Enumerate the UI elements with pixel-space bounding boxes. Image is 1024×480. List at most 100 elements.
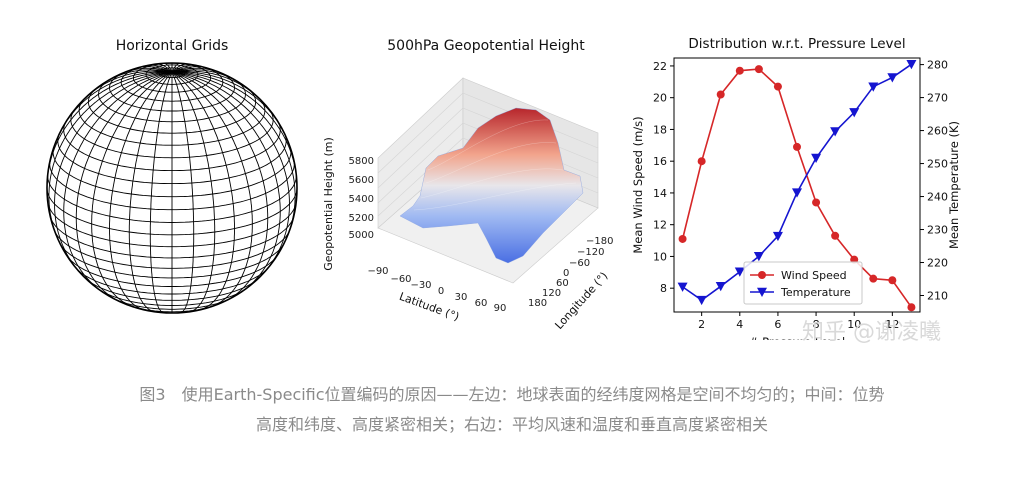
y-right-tick-label: 230 (927, 224, 948, 237)
globe-title: Horizontal Grids (115, 38, 229, 54)
temperature-point (906, 60, 917, 70)
temperature-point (772, 231, 783, 242)
lon-tick: −180 (586, 236, 613, 247)
x-tick-label: 8 (813, 318, 820, 331)
wind-speed-point (773, 82, 782, 91)
y-tick-label: 12 (653, 219, 667, 232)
globe-grid-line (54, 71, 173, 276)
wind-speed-point (907, 303, 916, 312)
globe-grid-line (75, 71, 173, 302)
lon-tick: 120 (542, 288, 561, 299)
globe-grid-line (171, 71, 281, 294)
legend-label-temperature: Temperature (780, 286, 851, 299)
y-tick-label: 10 (653, 250, 667, 263)
globe-grid-line (171, 71, 285, 134)
x-tick-label: 2 (698, 318, 705, 331)
globe-grid-line (47, 203, 297, 248)
z-tick: 5000 (349, 230, 374, 241)
y-tick-label: 20 (653, 92, 667, 105)
globe-grid-line (66, 255, 278, 287)
figure-caption-line-1: 图3 使用Earth-Specific位置编码的原因——左边：地球表面的经纬度网… (139, 385, 885, 404)
surface-figure: 5000 5200 5400 5600 5800 Geopotential He… (322, 77, 613, 332)
globe-grid-line (47, 174, 297, 223)
y-right-tick-label: 260 (927, 125, 948, 138)
y-right-tick-label: 240 (927, 191, 948, 204)
wind-speed-point (869, 274, 878, 283)
lon-tick: −120 (577, 247, 604, 258)
wind-speed-point (812, 198, 821, 207)
globe-grid-line (171, 71, 296, 241)
globe-grid-line (87, 87, 257, 134)
temperature-point (715, 282, 726, 292)
temperature-point (887, 73, 898, 83)
globe-grid-line (171, 71, 235, 311)
globe-grid-line (171, 71, 290, 276)
globe-grid-line (59, 71, 173, 134)
globe-grid-line (171, 71, 216, 313)
temperature-point (696, 295, 707, 306)
wind-speed-point (716, 90, 725, 99)
legend-marker-temperature (757, 287, 767, 297)
figure-caption-line-2: 高度和纬度、高度紧密相关；右边：平均风速和温度和垂直高度紧密相关 (255, 415, 768, 434)
globe-grid-line (70, 109, 274, 159)
lat-axis-label: Latitude (°) (397, 290, 461, 324)
x-tick-label: 10 (847, 318, 861, 331)
lat-tick: 0 (438, 286, 444, 297)
z-tick: 5200 (349, 213, 374, 224)
wind-speed-point (793, 142, 801, 151)
y-tick-label: 18 (653, 123, 667, 136)
legend (743, 261, 863, 305)
globe-grid-line (53, 229, 291, 269)
temperature-point (830, 127, 841, 137)
legend-label-wind-speed: Wind Speed (781, 269, 847, 282)
globe-grid-line (109, 71, 173, 311)
globe-grid-line (46, 187, 298, 236)
plot-frame (673, 57, 921, 313)
legend-marker-wind-speed (758, 271, 766, 279)
temperature-point (811, 153, 822, 163)
z-axis-label: Geopotential Height (m) (322, 137, 335, 271)
lat-tick: −30 (410, 280, 431, 291)
y-tick-label: 14 (653, 187, 667, 200)
globe-grid-line (171, 71, 269, 302)
y-right-tick-label: 280 (927, 59, 948, 72)
wind-speed-point (831, 231, 840, 240)
wind-speed-point (697, 157, 706, 166)
y-right-tick-label: 210 (927, 290, 948, 303)
y-right-axis-label: Mean Temperature (K) (947, 121, 961, 249)
wind-speed-point (888, 276, 897, 285)
z-tick: 5400 (349, 194, 374, 205)
z-tick: 5800 (349, 156, 374, 167)
temperature-point (849, 108, 860, 118)
wind-speed-point (678, 234, 687, 243)
lat-tick: 60 (475, 298, 488, 309)
y-axis-label: Mean Wind Speed (m/s) (631, 116, 645, 253)
wind-speed-point (735, 66, 744, 75)
y-right-tick-label: 270 (927, 92, 948, 105)
lat-tick: −60 (390, 274, 411, 285)
surface-title: 500hPa Geopotential Height (387, 38, 585, 54)
lon-tick: 60 (556, 278, 569, 289)
globe-grid-line (48, 71, 173, 241)
globe-grid-line (91, 71, 173, 308)
globe-grid-line (63, 71, 173, 294)
globe-grid-line (49, 160, 295, 211)
globe-grid-line (85, 278, 259, 301)
x-tick-label: 6 (774, 318, 781, 331)
globe-grid-line (171, 71, 253, 308)
x-tick-label: 4 (736, 318, 743, 331)
chart-title: Distribution w.r.t. Pressure Level (688, 36, 905, 52)
x-axis-label: # Pressure Level (749, 335, 845, 340)
y-right-tick-label: 250 (927, 158, 948, 171)
globe-grid-line (149, 71, 173, 314)
lat-tick: −90 (367, 266, 388, 277)
lat-tick: 30 (455, 292, 468, 303)
globe-grid-line (59, 243, 285, 279)
lon-tick: 0 (563, 268, 569, 279)
y-right-tick-label: 220 (927, 257, 948, 270)
z-tick: 5600 (349, 175, 374, 186)
x-tick-label: 12 (885, 318, 899, 331)
lon-tick: 180 (528, 298, 547, 309)
y-tick-label: 16 (653, 155, 667, 168)
globe-figure (46, 62, 298, 314)
